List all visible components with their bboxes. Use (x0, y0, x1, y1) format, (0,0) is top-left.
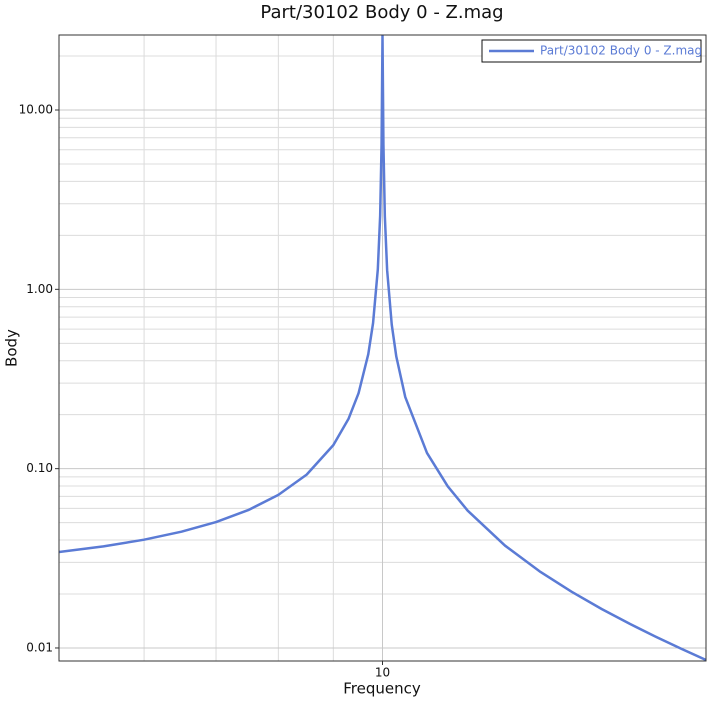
x-axis-label: Frequency (343, 680, 421, 698)
line-series (59, 35, 706, 661)
legend-box (481, 39, 702, 63)
x-tick-label: 10 (375, 666, 390, 680)
legend: Part/30102 Body 0 - Z.mag (481, 39, 702, 63)
plot-area (59, 35, 706, 661)
y-tick-label: 0.01 (26, 640, 53, 654)
legend-label: Part/30102 Body 0 - Z.mag (540, 44, 702, 58)
chart-title: Part/30102 Body 0 - Z.mag (260, 2, 503, 23)
y-tick-label: 1.00 (26, 282, 53, 296)
y-tick-label: 10.00 (19, 103, 53, 117)
y-tick-label: 0.10 (26, 461, 53, 475)
y-axis-label: Body (3, 329, 21, 367)
